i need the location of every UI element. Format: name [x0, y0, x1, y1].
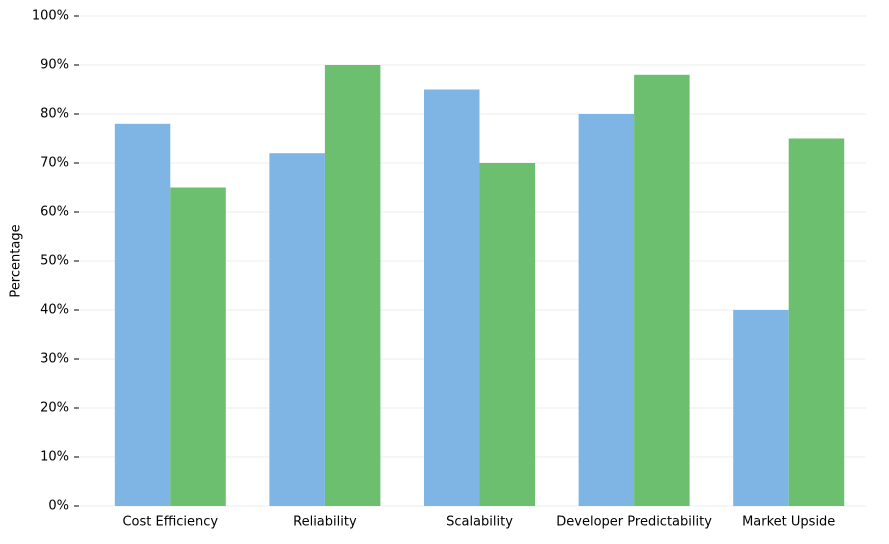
y-tick-label: 100% — [32, 9, 69, 24]
bar — [578, 114, 635, 506]
bar — [788, 138, 845, 506]
bar — [634, 74, 690, 507]
y-tick-label: 30% — [40, 352, 69, 367]
y-tick-label: 60% — [40, 205, 69, 220]
x-tick-label: Scalability — [446, 515, 513, 530]
y-tick-label: 20% — [40, 401, 69, 416]
x-tick-label: Market Upside — [742, 515, 835, 530]
x-tick-label: Developer Predictability — [556, 515, 712, 530]
bar — [114, 123, 171, 507]
y-tick-label: 40% — [40, 303, 69, 318]
y-tick-label: 70% — [40, 156, 69, 171]
bar — [424, 89, 480, 506]
y-axis-label: Percentage — [9, 224, 24, 297]
x-tick-label: Cost Efficiency — [122, 515, 218, 530]
y-tick-label: 80% — [40, 107, 69, 122]
bar — [479, 163, 535, 506]
bar — [324, 65, 381, 506]
y-tick-label: 0% — [48, 499, 69, 514]
bar — [170, 187, 226, 506]
bar — [269, 153, 325, 506]
y-tick-label: 10% — [40, 450, 69, 465]
x-tick-label: Reliability — [293, 515, 357, 530]
y-tick-label: 90% — [40, 58, 69, 73]
bar — [733, 310, 789, 506]
y-tick-label: 50% — [40, 254, 69, 269]
